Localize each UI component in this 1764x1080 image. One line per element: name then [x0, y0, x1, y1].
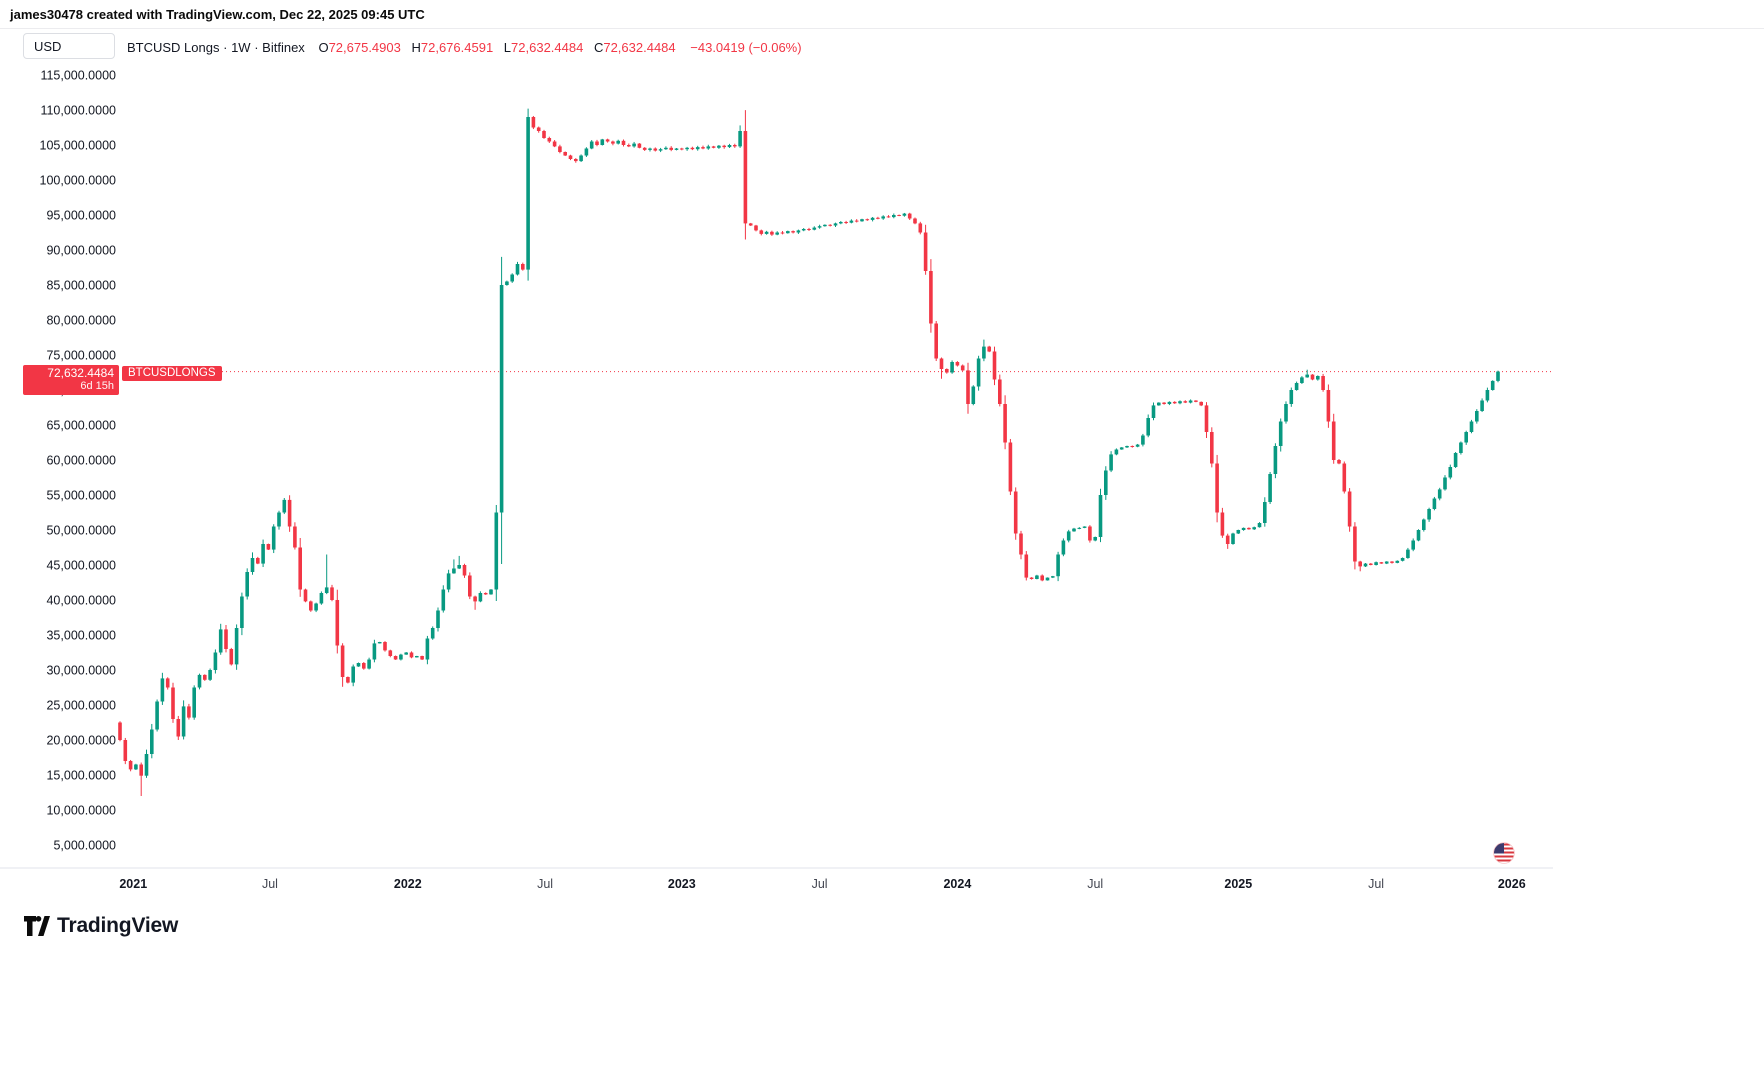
bar-countdown: 6d 15h [80, 380, 114, 392]
legend-change: −43.0419 (−0.06%) [690, 40, 802, 55]
currency-button[interactable]: USD [23, 33, 115, 59]
svg-text:95,000.0000: 95,000.0000 [46, 209, 116, 223]
svg-text:Jul: Jul [1087, 877, 1103, 891]
currency-label: USD [34, 38, 62, 54]
svg-text:75,000.0000: 75,000.0000 [46, 349, 116, 363]
legend-symbol: BTCUSD Longs · 1W · Bitfinex [127, 40, 305, 55]
tradingview-brand-text: TradingView [57, 914, 179, 937]
header-credit: james30478 created with TradingView.com,… [10, 7, 425, 22]
svg-text:90,000.0000: 90,000.0000 [46, 244, 116, 258]
svg-text:105,000.0000: 105,000.0000 [40, 139, 117, 153]
svg-text:50,000.0000: 50,000.0000 [46, 524, 116, 538]
svg-text:80,000.0000: 80,000.0000 [46, 314, 116, 328]
current-price-label: 72,632.4484 6d 15h [23, 365, 119, 395]
svg-text:45,000.0000: 45,000.0000 [46, 559, 116, 573]
candlesticks [118, 108, 1500, 796]
svg-text:Jul: Jul [1368, 877, 1384, 891]
svg-text:65,000.0000: 65,000.0000 [46, 419, 116, 433]
svg-text:20,000.0000: 20,000.0000 [46, 734, 116, 748]
legend-close: C72,632.4484 [593, 40, 676, 55]
svg-text:10,000.0000: 10,000.0000 [46, 804, 116, 818]
svg-text:15,000.0000: 15,000.0000 [46, 769, 116, 783]
svg-text:2024: 2024 [943, 877, 971, 891]
tradingview-footer-link[interactable]: TradingView [24, 914, 178, 938]
svg-text:85,000.0000: 85,000.0000 [46, 279, 116, 293]
header-divider [0, 28, 1764, 29]
us-flag-icon[interactable] [1492, 841, 1516, 865]
svg-text:2022: 2022 [394, 877, 422, 891]
svg-text:55,000.0000: 55,000.0000 [46, 489, 116, 503]
legend-high: H72,676.4591 [411, 40, 494, 55]
y-axis-labels: 5,000.0000 10,000.0000 15,000.0000 20,000.0… [40, 69, 117, 853]
svg-text:Jul: Jul [262, 877, 278, 891]
legend-open: O72,675.4903 [318, 40, 401, 55]
svg-text:2021: 2021 [119, 877, 147, 891]
svg-text:35,000.0000: 35,000.0000 [46, 629, 116, 643]
svg-text:Jul: Jul [537, 877, 553, 891]
svg-text:2025: 2025 [1224, 877, 1252, 891]
svg-text:Jul: Jul [812, 877, 828, 891]
svg-text:115,000.0000: 115,000.0000 [40, 69, 116, 83]
series-name-tag: BTCUSDLONGS [122, 366, 222, 381]
chart-legend[interactable]: BTCUSD Longs · 1W · Bitfinex O72,675.490… [127, 39, 802, 57]
svg-text:30,000.0000: 30,000.0000 [46, 664, 116, 678]
price-chart[interactable]: 5,000.0000 10,000.0000 15,000.0000 20,000.0… [0, 0, 1764, 905]
current-price-value: 72,632.4484 [47, 366, 114, 380]
svg-text:2026: 2026 [1498, 877, 1526, 891]
svg-text:25,000.0000: 25,000.0000 [46, 699, 116, 713]
legend-low: L72,632.4484 [503, 40, 584, 55]
svg-text:5,000.0000: 5,000.0000 [53, 839, 116, 853]
svg-text:40,000.0000: 40,000.0000 [46, 594, 116, 608]
svg-text:110,000.0000: 110,000.0000 [40, 104, 116, 118]
svg-text:60,000.0000: 60,000.0000 [46, 454, 116, 468]
svg-text:100,000.0000: 100,000.0000 [40, 174, 117, 188]
x-axis-labels: 2021 Jul 2022 Jul 2023 Jul 2024 Jul 2025 Jul 2026 [119, 877, 1525, 891]
tradingview-logo-icon [24, 915, 50, 936]
svg-text:2023: 2023 [668, 877, 696, 891]
